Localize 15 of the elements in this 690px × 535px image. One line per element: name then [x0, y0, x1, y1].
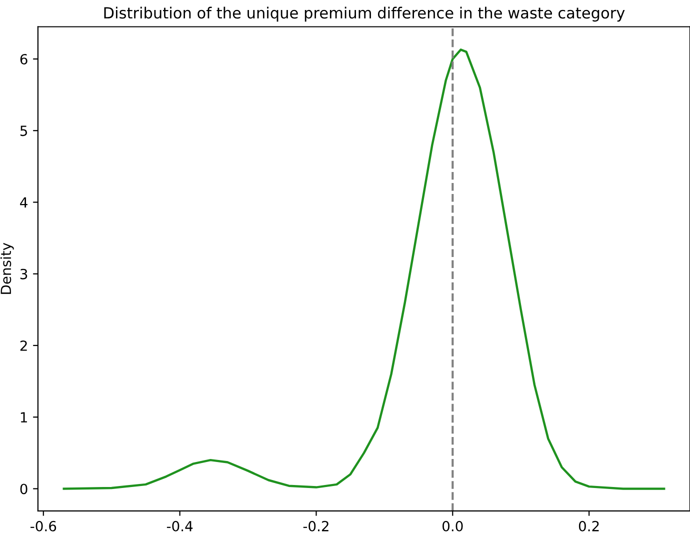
chart-title: Distribution of the unique premium difference in the waste category	[104, 6, 625, 22]
y-tick-label: 0	[20, 484, 28, 494]
y-tick-label: 2	[20, 340, 27, 351]
y-tick-label: 5	[20, 126, 28, 136]
x-tick-label: 0.2	[578, 520, 599, 532]
y-tick-label: 4	[20, 197, 28, 208]
y-tick-label: 6	[20, 54, 28, 64]
line-series	[62, 48, 666, 490]
x-tick-label: 0.0	[442, 520, 463, 532]
y-tick-label: 1	[20, 412, 27, 422]
y-tick-label: 3	[20, 268, 28, 280]
y-axis-title: Density	[0, 242, 14, 294]
x-tick-label: -0.6	[30, 520, 56, 532]
x-tick-label: -0.2	[303, 520, 328, 532]
x-tick-label: -0.4	[166, 520, 193, 532]
